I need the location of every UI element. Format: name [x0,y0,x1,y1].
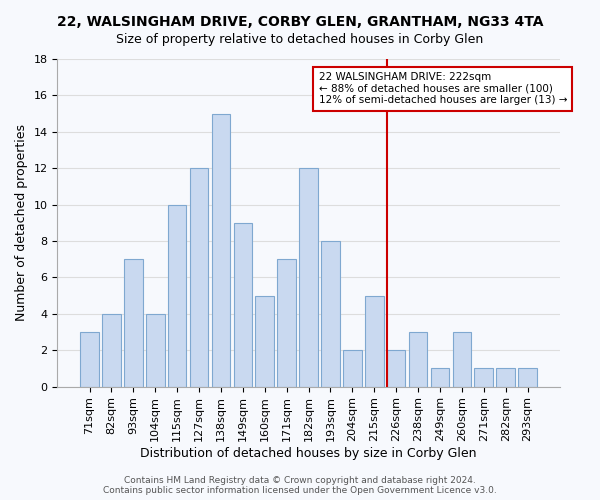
Bar [475,368,493,386]
Y-axis label: Number of detached properties: Number of detached properties [15,124,28,322]
Bar [343,350,362,387]
Bar [233,223,252,386]
Bar [365,296,383,386]
Text: 22 WALSINGHAM DRIVE: 222sqm
← 88% of detached houses are smaller (100)
12% of se: 22 WALSINGHAM DRIVE: 222sqm ← 88% of det… [319,72,567,106]
X-axis label: Distribution of detached houses by size in Corby Glen: Distribution of detached houses by size … [140,447,477,460]
Bar [409,332,427,386]
Bar [168,204,187,386]
Bar [102,314,121,386]
Bar [124,259,143,386]
Bar [431,368,449,386]
Bar [496,368,515,386]
Bar [146,314,164,386]
Bar [518,368,537,386]
Bar [277,259,296,386]
Bar [256,296,274,386]
Bar [80,332,99,386]
Bar [190,168,208,386]
Bar [212,114,230,386]
Text: Size of property relative to detached houses in Corby Glen: Size of property relative to detached ho… [116,32,484,46]
Text: Contains HM Land Registry data © Crown copyright and database right 2024.
Contai: Contains HM Land Registry data © Crown c… [103,476,497,495]
Bar [452,332,471,386]
Bar [387,350,406,387]
Text: 22, WALSINGHAM DRIVE, CORBY GLEN, GRANTHAM, NG33 4TA: 22, WALSINGHAM DRIVE, CORBY GLEN, GRANTH… [57,15,543,29]
Bar [321,241,340,386]
Bar [299,168,318,386]
